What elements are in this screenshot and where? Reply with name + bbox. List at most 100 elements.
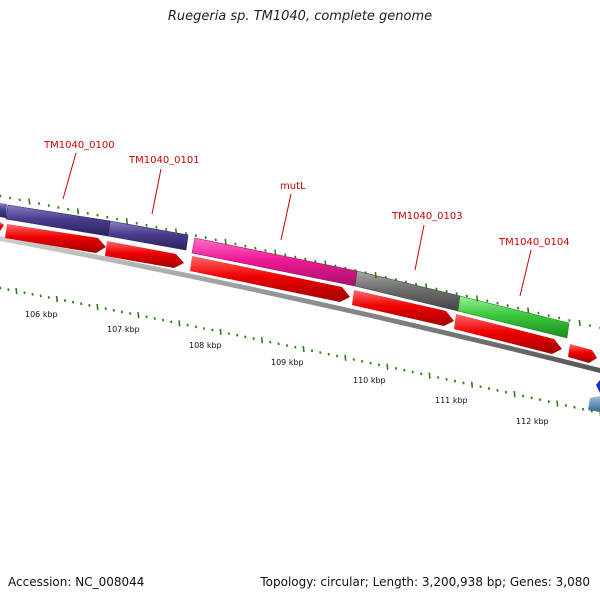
ruler-minor-tick: [115, 217, 119, 221]
ruler-minor-tick: [106, 215, 109, 219]
ruler-minor-tick: [254, 246, 257, 250]
ruler-minor-tick: [506, 304, 509, 308]
ruler-minor-tick: [88, 303, 91, 307]
ruler-minor-tick: [504, 390, 508, 394]
ruler-minor-tick: [557, 316, 561, 320]
ruler-minor-tick: [165, 227, 168, 231]
ruler-minor-tick: [436, 376, 440, 379]
ruler-minor-tick: [96, 213, 99, 217]
ruler-minor-tick: [135, 221, 138, 225]
cds-arrow-3[interactable]: [190, 256, 350, 302]
cds-arrow-5[interactable]: [454, 314, 562, 354]
ruler-minor-tick: [39, 294, 42, 298]
ruler-major-tick: [224, 238, 227, 245]
ruler-minor-tick: [314, 259, 317, 263]
ruler-minor-tick: [204, 236, 207, 240]
ruler-minor-tick: [411, 370, 414, 374]
ruler-minor-tick: [170, 320, 173, 324]
ruler-minor-tick: [186, 323, 189, 327]
ruler-minor-tick: [277, 342, 280, 346]
ruler-minor-tick: [31, 292, 34, 296]
ruler-minor-tick: [496, 301, 499, 305]
label-TM1040_0100: TM1040_0100: [43, 140, 115, 151]
ruler-minor-tick: [112, 308, 115, 312]
map-title: Ruegeria sp. TM1040, complete genome: [167, 9, 433, 24]
cds-arrow-1[interactable]: [5, 224, 106, 253]
ruler-minor-tick: [0, 286, 2, 290]
inner-ruler-ticks: [0, 286, 600, 417]
gene-labels: TM1040_0100 TM1040_0101 mutL TM1040_0103…: [43, 140, 570, 248]
ruler-minor-tick: [236, 333, 239, 337]
ruler-major-tick: [28, 198, 31, 205]
gene-TM1040_0101[interactable]: [107, 220, 189, 251]
ruler-minor-tick: [327, 352, 330, 356]
ruler-minor-tick: [394, 278, 398, 282]
ruler-minor-tick: [547, 400, 550, 404]
ruler-major-tick: [178, 320, 181, 327]
cds-arrow-2[interactable]: [105, 241, 184, 268]
ruler-minor-tick: [264, 249, 267, 252]
ruler-minor-tick: [71, 300, 75, 304]
ruler-minor-tick: [202, 327, 206, 330]
ruler-minor-tick: [361, 359, 364, 363]
cds-arrow-4[interactable]: [352, 290, 454, 326]
ruler-minor-tick: [145, 223, 148, 227]
ruler-minor-tick: [80, 302, 83, 306]
ruler-minor-tick: [319, 351, 322, 354]
ruler-major-tick: [556, 400, 559, 407]
ruler-minor-tick: [294, 255, 297, 259]
ruler-minor-tick: [63, 299, 67, 303]
kbp-labels: 106 kbp 107 kbp 108 kbp 109 kbp 110 kbp …: [25, 310, 549, 426]
forward-strand-genes: [0, 203, 570, 339]
ruler-major-tick: [470, 381, 474, 388]
ruler-minor-tick: [47, 204, 50, 207]
cds-arrow-6[interactable]: [568, 344, 597, 363]
leader-TM1040_0100: [62, 152, 77, 200]
ruler-minor-tick: [394, 366, 398, 370]
kbp-label: 107 kbp: [107, 325, 140, 334]
gene-blue-edge[interactable]: [596, 380, 600, 393]
kbp-label: 112 kbp: [516, 417, 549, 426]
ruler-minor-tick: [23, 291, 26, 295]
ruler-minor-tick: [211, 328, 214, 332]
label-mutL: mutL: [280, 181, 306, 192]
ruler-minor-tick: [516, 306, 520, 310]
gene-steel-edge[interactable]: [588, 396, 600, 412]
ruler-minor-tick: [530, 396, 533, 400]
ruler-minor-tick: [161, 318, 165, 322]
ruler-minor-tick: [7, 288, 10, 292]
ruler-major-tick: [137, 312, 140, 319]
ruler-minor-tick: [334, 264, 337, 268]
ruler-minor-tick: [104, 307, 107, 311]
ruler-minor-tick: [486, 299, 489, 303]
ruler-major-tick: [96, 303, 99, 311]
ruler-major-tick: [175, 228, 178, 235]
ruler-minor-tick: [155, 225, 158, 229]
leader-TM1040_0101: [151, 168, 162, 215]
ruler-major-tick: [324, 260, 327, 267]
ruler-minor-tick: [8, 196, 12, 200]
ruler-major-tick: [125, 218, 128, 225]
ruler-minor-tick: [194, 325, 198, 329]
ruler-major-tick: [578, 319, 581, 327]
gene-TM1040_0104[interactable]: [457, 295, 570, 339]
ruler-minor-tick: [384, 275, 387, 279]
cds-arrow-0[interactable]: [0, 222, 4, 231]
kbp-label: 109 kbp: [271, 358, 304, 367]
label-leaders: [62, 152, 532, 297]
ruler-minor-tick: [244, 335, 247, 339]
label-TM1040_0103: TM1040_0103: [391, 211, 463, 222]
ruler-minor-tick: [214, 238, 217, 242]
ruler-minor-tick: [537, 311, 540, 315]
ruler-minor-tick: [547, 314, 550, 317]
ruler-minor-tick: [18, 198, 21, 202]
ruler-major-tick: [260, 337, 264, 344]
ruler-minor-tick: [284, 253, 287, 257]
kbp-label: 111 kbp: [435, 396, 468, 405]
gene-purple-left-edge[interactable]: [0, 203, 7, 218]
ruler-minor-tick: [269, 340, 272, 344]
ruler-minor-tick: [304, 257, 307, 261]
ruler-major-tick: [219, 328, 222, 335]
ruler-major-tick: [527, 307, 530, 314]
